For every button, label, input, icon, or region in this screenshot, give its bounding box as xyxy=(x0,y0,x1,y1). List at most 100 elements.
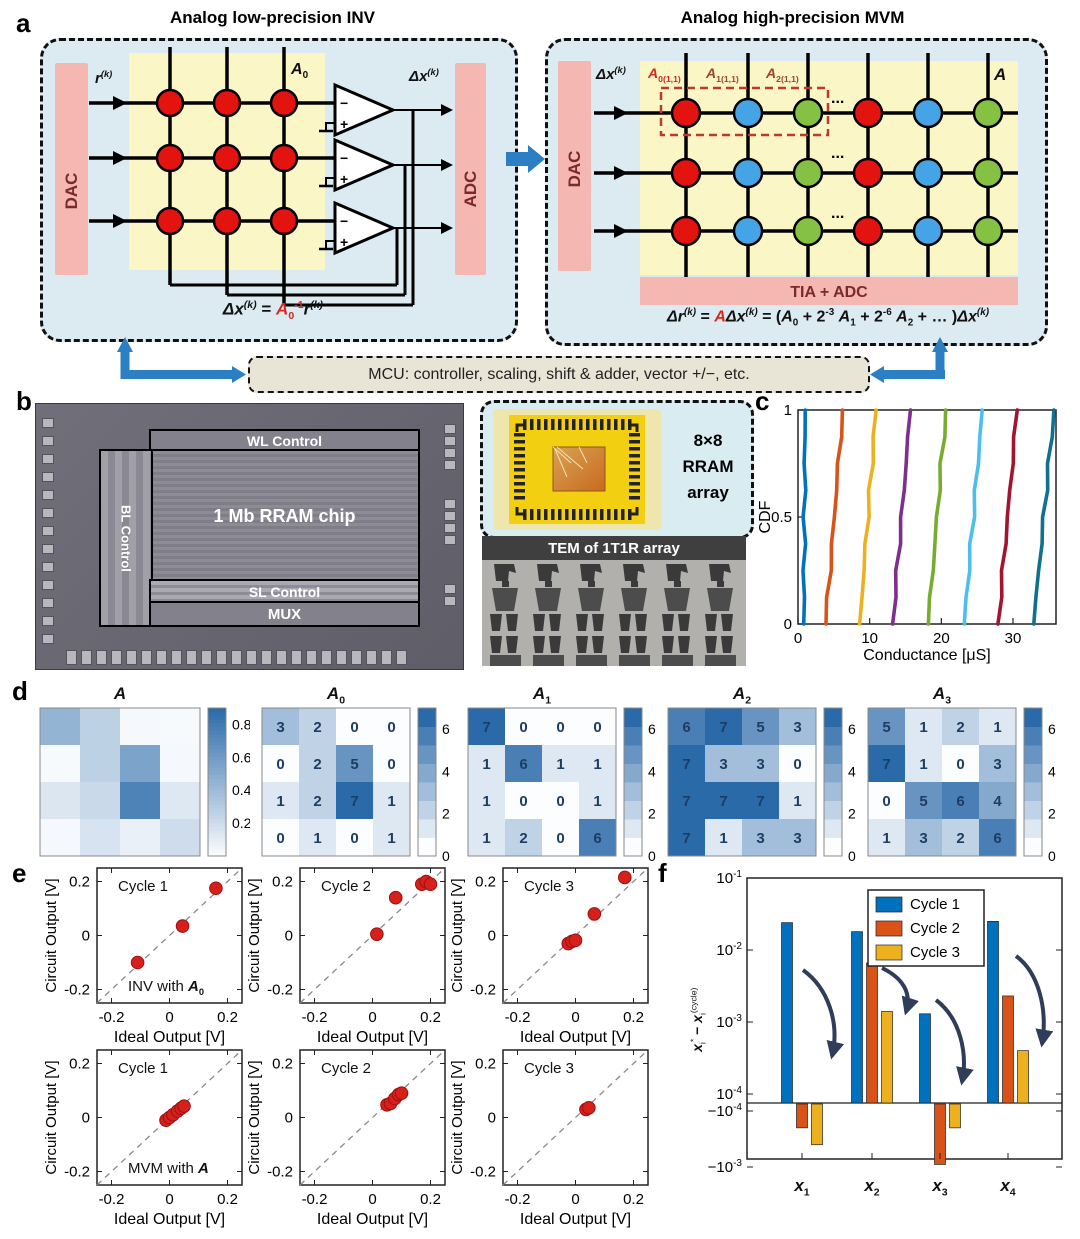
heatmap-A: A 0.8 0.6 0.4 0.2 xyxy=(30,684,252,862)
bond-pad xyxy=(444,535,456,545)
svg-text:7: 7 xyxy=(350,793,358,810)
bond-pad xyxy=(321,650,332,665)
array-caption-line3: array xyxy=(687,483,729,502)
bond-pad xyxy=(42,490,54,500)
svg-text:20: 20 xyxy=(933,630,950,647)
bond-pad xyxy=(444,596,456,606)
svg-text:7: 7 xyxy=(882,756,890,773)
scatter-mvm-cycle1: -0.2 -0.2 0 0 0.2 0.2 Ideal Output [V] Circuit … xyxy=(40,1046,248,1232)
method-annotation: MVM with A xyxy=(128,1160,209,1177)
svg-text:0: 0 xyxy=(956,756,964,773)
svg-text:-0.2: -0.2 xyxy=(302,1191,328,1208)
svg-text:10-3: 10-3 xyxy=(716,1013,742,1031)
inv-formula: Δx(k) = A0-1r(k) xyxy=(222,299,324,323)
svg-text:-0.2: -0.2 xyxy=(64,1164,90,1181)
scatter-plot: -0.2 -0.2 0 0 0.2 0.2 Ideal Output [V] Circuit … xyxy=(449,867,649,1046)
svg-text:6: 6 xyxy=(848,721,856,737)
svg-text:10-2: 10-2 xyxy=(716,941,742,959)
svg-text:-0.2: -0.2 xyxy=(470,982,496,999)
svg-text:0: 0 xyxy=(165,1191,173,1208)
scatter-mvm-cycle2: -0.2 -0.2 0 0 0.2 0.2 Ideal Output [V] Circuit … xyxy=(243,1046,451,1232)
bond-pad xyxy=(444,584,456,594)
scatter-plot: -0.2 -0.2 0 0 0.2 0.2 Ideal Output [V] Circuit … xyxy=(246,867,446,1046)
svg-text:-0.2: -0.2 xyxy=(470,1164,496,1181)
chip-micrograph: WL Control 1 Mb RRAM chip BL Control SL … xyxy=(35,403,464,670)
svg-text:0.5: 0.5 xyxy=(771,509,792,526)
svg-text:0.2: 0.2 xyxy=(217,1191,238,1208)
svg-text:1: 1 xyxy=(793,793,801,810)
heatmap-grid: 3 2 0 0 0 2 5 0 1 2 7 1 0 1 0 1 6 4 2 0 xyxy=(261,707,450,864)
svg-text:0: 0 xyxy=(82,1110,90,1127)
scatter-plot: -0.2 -0.2 0 0 0.2 0.2 Ideal Output [V] Circuit … xyxy=(43,867,243,1046)
scatter-inv-cycle1: -0.2 -0.2 0 0 0.2 0.2 Ideal Output [V] Circuit … xyxy=(40,864,248,1050)
mvm-panel: DAC......... TIA + ADC Δx(k) A0(1,1) A1(1… xyxy=(545,38,1048,346)
a2-cell-label: A2(1,1) xyxy=(766,65,799,84)
bond-pad xyxy=(276,650,287,665)
svg-text:0.2: 0.2 xyxy=(69,1056,90,1073)
svg-text:-0.2: -0.2 xyxy=(99,1191,125,1208)
bond-pad xyxy=(42,418,54,428)
svg-text:6: 6 xyxy=(682,719,690,736)
bond-pad xyxy=(246,650,257,665)
bond-pad xyxy=(444,499,456,509)
rram-array-block: 1 Mb RRAM chip xyxy=(149,449,420,583)
svg-text:1: 1 xyxy=(882,830,890,847)
svg-text:1: 1 xyxy=(482,756,490,773)
svg-text:0.2: 0.2 xyxy=(475,874,496,891)
svg-text:4: 4 xyxy=(993,793,1002,810)
svg-text:Ideal Output [V]: Ideal Output [V] xyxy=(520,1211,631,1228)
svg-text:5: 5 xyxy=(882,719,890,736)
svg-text:0.8: 0.8 xyxy=(232,716,250,732)
svg-text:7: 7 xyxy=(719,793,727,810)
heatmap-A2: A2 6 7 5 3 7 3 3 0 7 7 7 1 7 1 3 3 6 4 2 0 xyxy=(658,684,866,864)
svg-text:-0.2: -0.2 xyxy=(267,1164,293,1181)
svg-text:0: 0 xyxy=(784,616,792,633)
heatmap-grid: 0.8 0.6 0.4 0.2 xyxy=(39,707,252,857)
svg-text:Circuit Output [V]: Circuit Output [V] xyxy=(43,878,60,992)
svg-text:0: 0 xyxy=(387,756,395,773)
svg-text:7: 7 xyxy=(719,719,727,736)
scatter-plot: -0.2 -0.2 0 0 0.2 0.2 Ideal Output [V] Circuit … xyxy=(449,1049,649,1228)
svg-text:Circuit Output [V]: Circuit Output [V] xyxy=(246,1060,263,1174)
svg-text:-0.2: -0.2 xyxy=(99,1009,125,1026)
svg-text:TEM of 1T1R array: TEM of 1T1R array xyxy=(548,540,680,557)
svg-text:Ideal Output [V]: Ideal Output [V] xyxy=(317,1029,428,1046)
svg-text:0.2: 0.2 xyxy=(475,1056,496,1073)
mux-block: MUX xyxy=(149,601,420,627)
svg-text:2: 2 xyxy=(442,806,450,822)
svg-text:0.6: 0.6 xyxy=(232,749,250,765)
svg-text:30: 30 xyxy=(1005,630,1022,647)
svg-text:10-1: 10-1 xyxy=(716,869,742,887)
svg-text:6: 6 xyxy=(648,721,656,737)
bond-pad xyxy=(231,650,242,665)
bl-control-block: BL Control xyxy=(99,449,153,627)
bond-pad xyxy=(351,650,362,665)
svg-text:7: 7 xyxy=(756,793,764,810)
svg-text:3: 3 xyxy=(793,830,801,847)
svg-text:1: 1 xyxy=(556,756,564,773)
svg-text:1: 1 xyxy=(593,793,601,810)
heatmap-title: A xyxy=(113,684,127,703)
svg-text:0.2: 0.2 xyxy=(217,1009,238,1026)
panel-b-label: b xyxy=(16,386,32,416)
svg-text:0: 0 xyxy=(488,928,496,945)
a1-cell-label: A1(1,1) xyxy=(706,65,739,84)
svg-text:-0.2: -0.2 xyxy=(505,1191,531,1208)
svg-text:−: − xyxy=(340,213,348,229)
svg-text:4: 4 xyxy=(442,763,450,779)
svg-text:3: 3 xyxy=(276,719,284,736)
svg-text:ADC: ADC xyxy=(461,171,480,208)
svg-text:Circuit Output [V]: Circuit Output [V] xyxy=(43,1060,60,1174)
svg-text:4: 4 xyxy=(1048,763,1056,779)
svg-text:6: 6 xyxy=(1048,721,1056,737)
svg-text:...: ... xyxy=(831,90,844,107)
a0-cell-label: A0(1,1) xyxy=(648,65,681,84)
svg-text:0: 0 xyxy=(82,928,90,945)
svg-text:1: 1 xyxy=(313,830,321,847)
svg-text:0: 0 xyxy=(276,756,284,773)
bond-pad xyxy=(336,650,347,665)
svg-text:0: 0 xyxy=(556,830,564,847)
svg-text:0: 0 xyxy=(350,830,358,847)
svg-text:3: 3 xyxy=(756,756,764,773)
bar-ylabel: xi* − xi(cycle) xyxy=(688,987,708,1052)
